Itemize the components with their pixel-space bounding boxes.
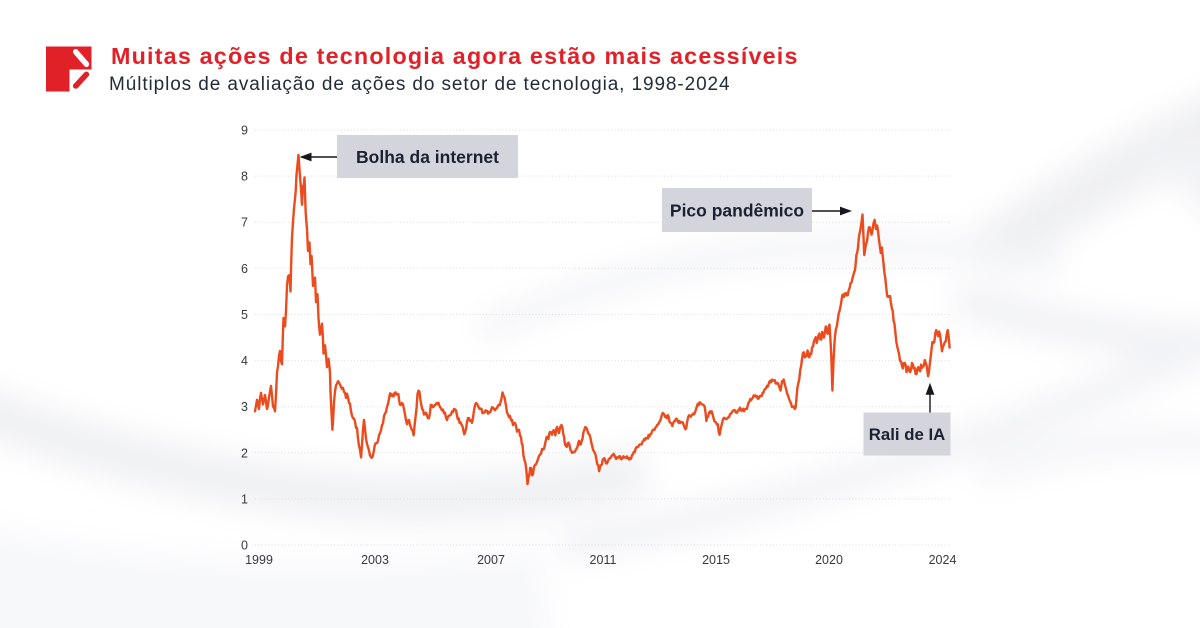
svg-text:5: 5	[241, 308, 248, 322]
svg-text:Rali de IA: Rali de IA	[869, 425, 945, 444]
svg-text:Bolha da internet: Bolha da internet	[356, 147, 499, 167]
svg-text:2007: 2007	[477, 553, 505, 567]
svg-text:8: 8	[241, 170, 248, 184]
svg-text:2011: 2011	[590, 553, 617, 567]
svg-text:6: 6	[241, 262, 248, 276]
svg-text:9: 9	[241, 124, 248, 138]
svg-text:1: 1	[241, 492, 248, 506]
svg-text:2003: 2003	[361, 553, 389, 567]
svg-text:2: 2	[241, 446, 248, 460]
svg-text:2015: 2015	[702, 553, 730, 567]
svg-text:2024: 2024	[929, 553, 957, 567]
svg-text:Pico pandêmico: Pico pandêmico	[670, 201, 804, 221]
svg-text:1999: 1999	[245, 553, 273, 567]
svg-text:7: 7	[241, 216, 248, 230]
svg-text:3: 3	[241, 400, 248, 414]
svg-text:0: 0	[241, 539, 248, 553]
svg-text:4: 4	[241, 354, 248, 368]
svg-text:2020: 2020	[815, 553, 843, 567]
